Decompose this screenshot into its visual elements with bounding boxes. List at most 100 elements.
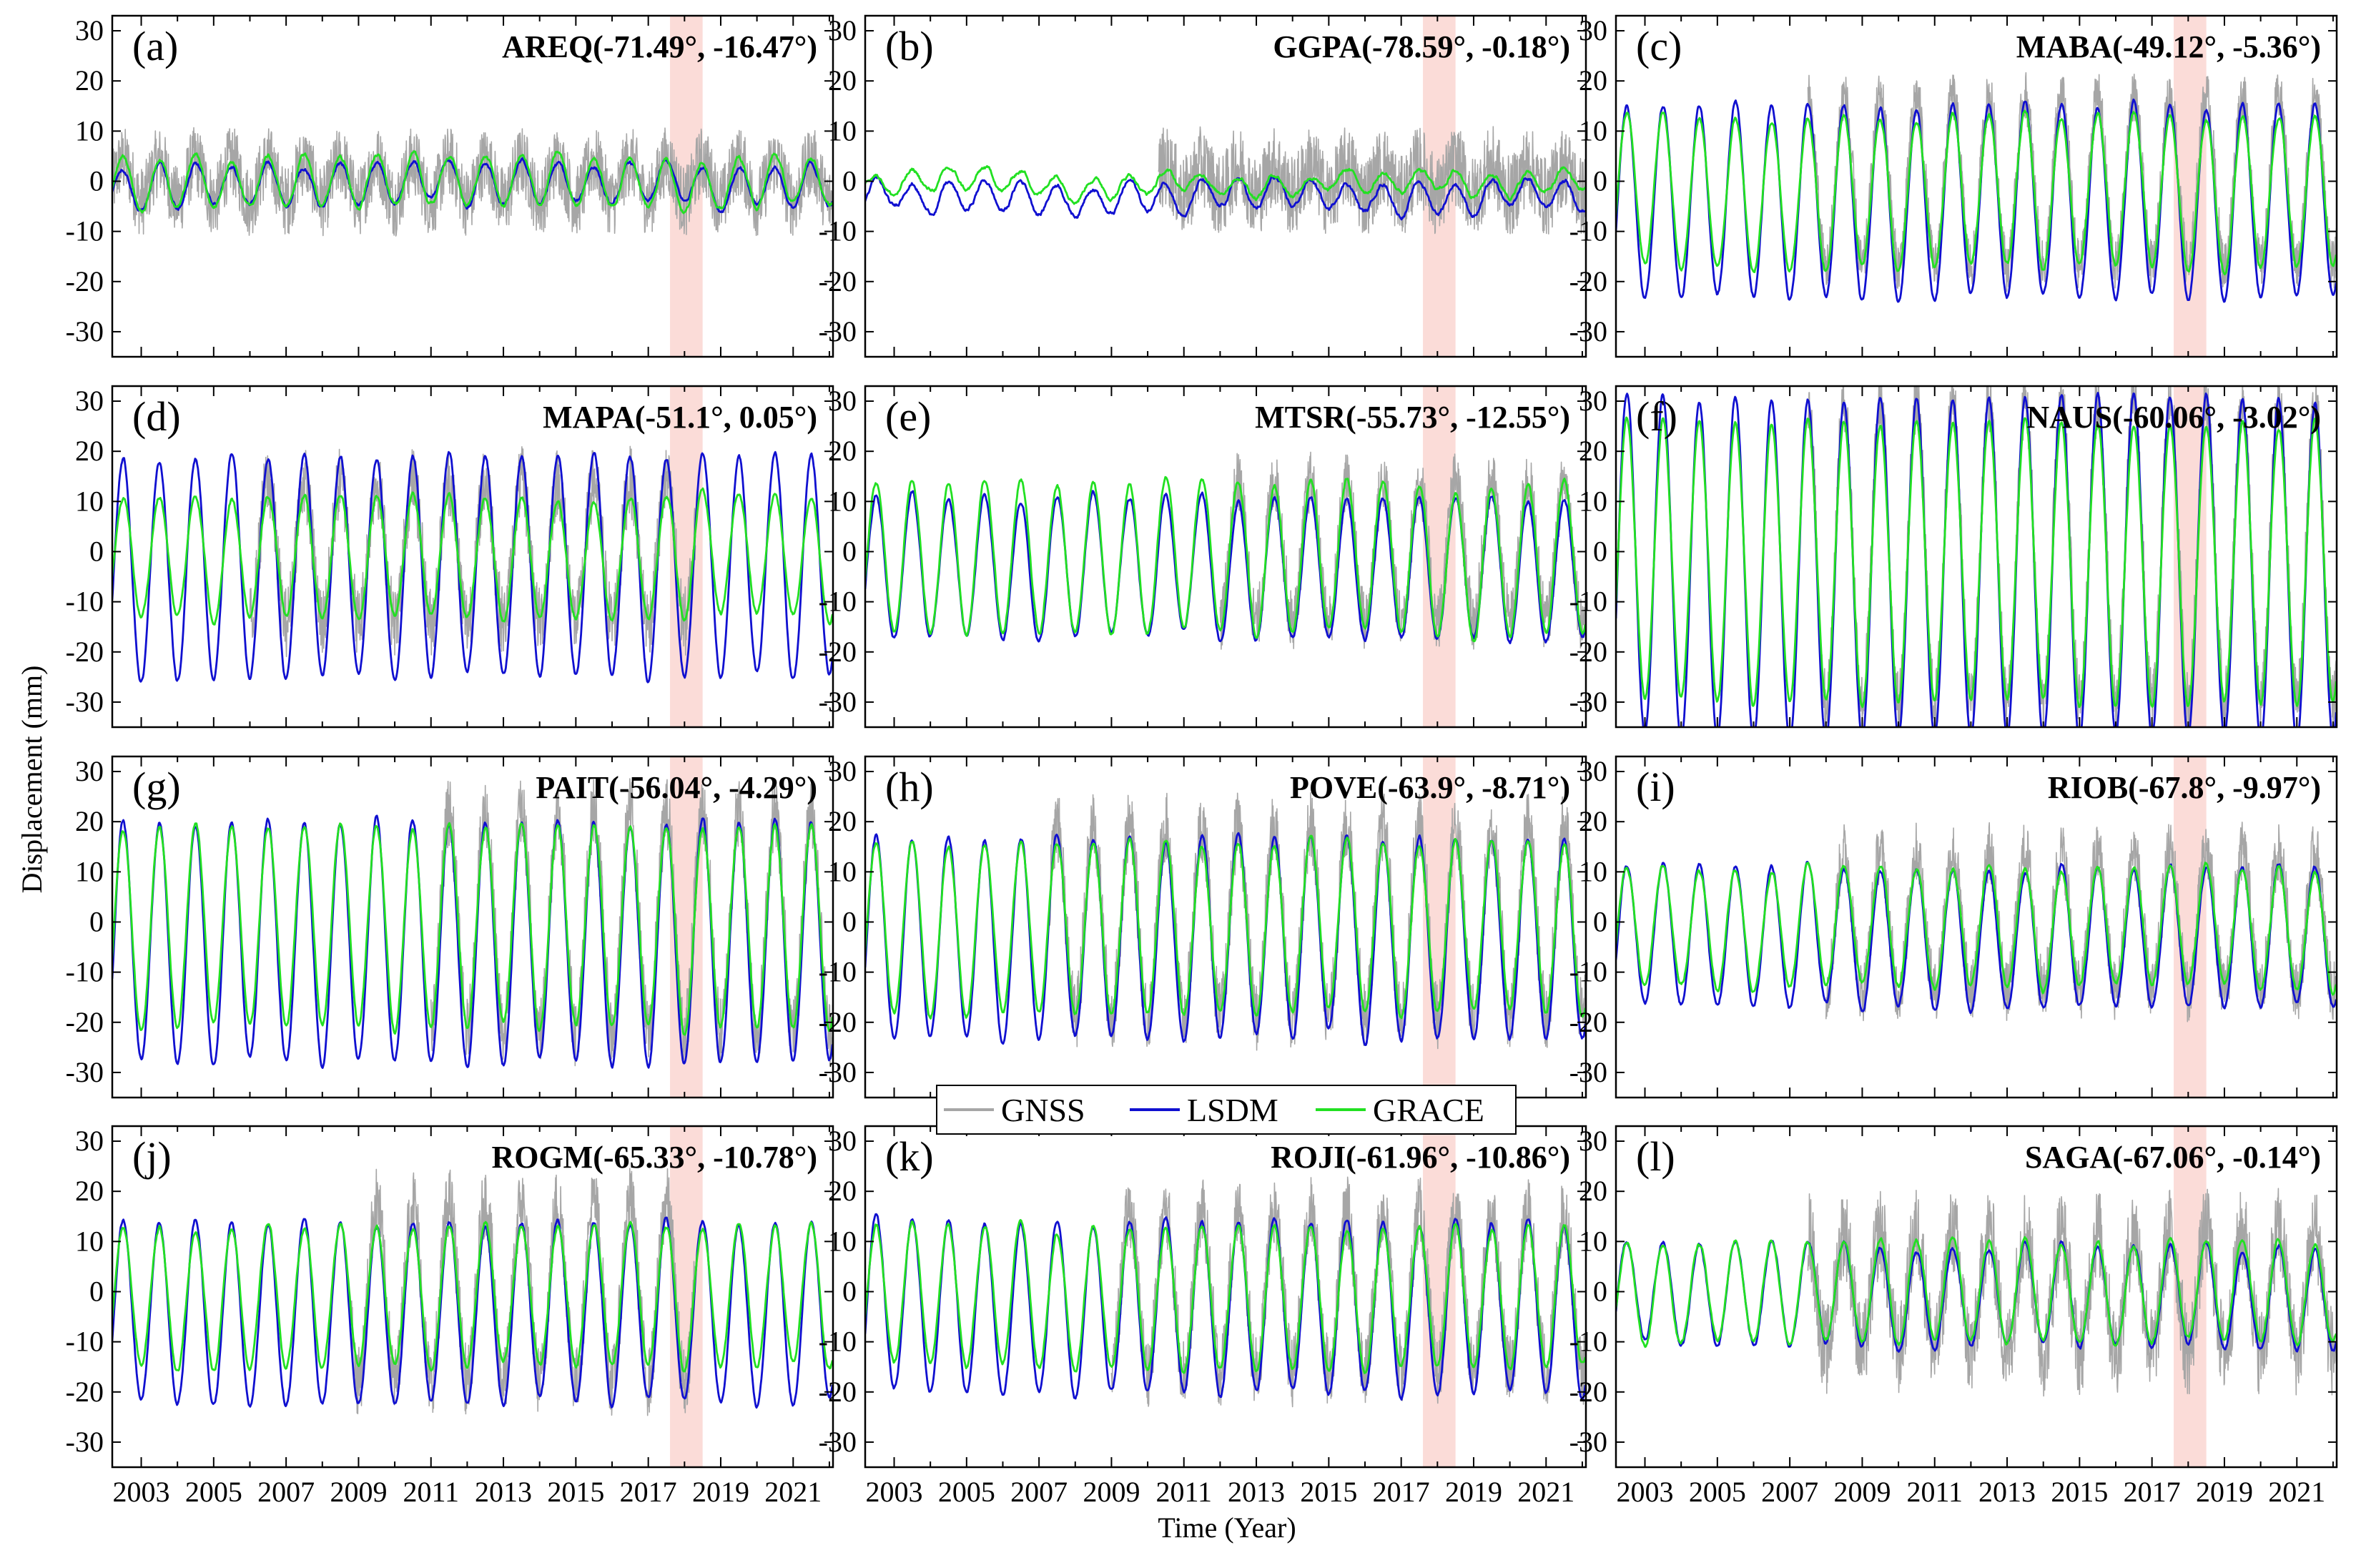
y-tick-label: 0: [842, 1275, 857, 1307]
series-gnss: [112, 127, 833, 237]
x-tick-label: 2013: [475, 1476, 532, 1508]
x-tick-label: 2021: [2268, 1476, 2325, 1508]
y-tick-label: -30: [1569, 686, 1607, 718]
x-tick-label: 2021: [764, 1476, 822, 1508]
y-tick-label: -10: [66, 586, 104, 618]
y-tick-label: -10: [1569, 586, 1607, 618]
y-tick-label: -20: [1569, 265, 1607, 297]
series-lsdm: [865, 176, 1586, 221]
series-grace: [112, 487, 833, 626]
y-tick-label: 30: [1579, 385, 1607, 417]
legend-label-grace: GRACE: [1373, 1092, 1484, 1128]
panel-c: 30 20 10 0 -10 -20 -30 (c) MABA(-49.12°, -5.36°): [1569, 14, 2338, 358]
x-axis-title: Time (Year): [1158, 1512, 1296, 1544]
y-tick-label: -20: [66, 636, 104, 668]
y-tick-label: -30: [1569, 1426, 1607, 1458]
x-tick-label: 2017: [1373, 1476, 1430, 1508]
y-tick-label: 0: [842, 164, 857, 197]
series-grace: [865, 475, 1586, 643]
x-tick-label: 2019: [2196, 1476, 2253, 1508]
station-label: MAPA(-51.1°, 0.05°): [543, 400, 817, 435]
y-tick-label: 20: [828, 1175, 857, 1207]
x-tick-label: 2009: [1833, 1476, 1891, 1508]
y-tick-label: -30: [1569, 315, 1607, 347]
panel-e: 30 20 10 0 -10 -20 -30 (e) MTSR(-55.73°, -12.55°…: [819, 385, 1587, 729]
y-tick-label: 10: [828, 114, 857, 147]
y-tick-label: 20: [1579, 1175, 1607, 1207]
x-tick-label: 2009: [330, 1476, 387, 1508]
y-tick-label: 10: [828, 1225, 857, 1257]
y-tick-label: 30: [1579, 1125, 1607, 1157]
station-label: POVE(-63.9°, -8.71°): [1290, 770, 1570, 805]
station-label: NAUS(-60.06°, -3.02°): [2026, 400, 2321, 435]
y-tick-label: 30: [828, 1125, 857, 1157]
y-tick-label: 20: [1579, 805, 1607, 837]
panel-letter: (i): [1636, 764, 1675, 810]
y-tick-label: -10: [66, 1326, 104, 1358]
panel-g: 30 20 10 0 -10 -20 -30 (g) PAIT(-56.04°, -4.29°): [66, 755, 834, 1099]
panel-frame: [1615, 14, 2338, 358]
x-tick-label: 2015: [547, 1476, 604, 1508]
panel-letter: (l): [1636, 1133, 1675, 1180]
y-tick-label: 10: [75, 1225, 104, 1257]
y-tick-label: 30: [828, 755, 857, 787]
panel-frame: [1615, 1125, 2338, 1469]
panel-i: 30 20 10 0 -10 -20 -30 (i) RIOB(-67.8°, -9.97°): [1569, 755, 2338, 1099]
y-tick-label: 10: [828, 855, 857, 887]
series-lsdm: [865, 832, 1586, 1046]
station-label: SAGA(-67.06°, -0.14°): [2025, 1140, 2321, 1175]
y-tick-label: 20: [75, 805, 104, 837]
panel-letter: (h): [885, 764, 934, 810]
station-label: MTSR(-55.73°, -12.55°): [1255, 400, 1570, 435]
x-tick-label: 2011: [1906, 1476, 1963, 1508]
y-tick-label: 10: [1579, 114, 1607, 147]
y-tick-label: -10: [1569, 1326, 1607, 1358]
y-tick-label: -20: [1569, 1006, 1607, 1038]
legend: GNSS LSDM GRACE: [936, 1085, 1517, 1135]
y-tick-label: -10: [819, 956, 857, 988]
panel-h: 30 20 10 0 -10 -20 -30 (h) POVE(-63.9°, -8.71°): [819, 755, 1587, 1099]
y-tick-label: -10: [1569, 956, 1607, 988]
y-tick-label: -30: [819, 1056, 857, 1088]
series-lsdm: [112, 1216, 833, 1409]
x-tick-label: 2013: [1978, 1476, 2036, 1508]
panel-frame: [864, 385, 1587, 729]
x-tick-label: 2011: [1155, 1476, 1212, 1508]
y-tick-label: 0: [1593, 535, 1607, 567]
station-label: MABA(-49.12°, -5.36°): [2016, 29, 2321, 64]
series-grace: [112, 150, 833, 215]
panel-letter: (c): [1636, 23, 1682, 69]
y-tick-label: 10: [1579, 855, 1607, 887]
series-grace: [865, 1218, 1586, 1374]
panel-frame: [1615, 385, 2338, 729]
x-tick-label: 2003: [1617, 1476, 1674, 1508]
y-tick-label: -30: [66, 1056, 104, 1088]
y-tick-label: -10: [66, 956, 104, 988]
x-tick-label: 2007: [1010, 1476, 1068, 1508]
y-tick-label: -30: [819, 1426, 857, 1458]
station-label: ROGM(-65.33°, -10.78°): [491, 1140, 817, 1175]
panel-b: 30 20 10 0 -10 -20 -30 (b) GGPA(-78.59°, -0.18°): [819, 14, 1587, 358]
legend-label-gnss: GNSS: [1001, 1092, 1085, 1128]
y-tick-label: 10: [1579, 1225, 1607, 1257]
y-tick-label: 0: [1593, 905, 1607, 937]
y-tick-label: 0: [842, 905, 857, 937]
panel-letter: (b): [885, 23, 934, 69]
x-tick-label: 2005: [1689, 1476, 1746, 1508]
panel-frame: [111, 385, 834, 729]
series-grace: [1616, 416, 2337, 709]
panel-letter: (k): [885, 1133, 934, 1180]
y-tick-label: 0: [89, 535, 104, 567]
y-tick-label: -20: [1569, 1376, 1607, 1408]
y-tick-label: 0: [89, 905, 104, 937]
series-grace: [1616, 862, 2337, 996]
y-tick-label: 10: [828, 485, 857, 517]
x-tick-label: 2017: [620, 1476, 677, 1508]
panel-f: 30 20 10 0 -10 -20 -30 (f) NAUS(-60.06°, -3.02°): [1569, 385, 2338, 729]
panel-frame: [111, 755, 834, 1099]
x-tick-label: 2013: [1228, 1476, 1285, 1508]
panel-letter: (j): [132, 1133, 172, 1180]
x-tick-label: 2005: [185, 1476, 242, 1508]
panel-letter: (a): [132, 23, 178, 69]
panel-letter: (e): [885, 393, 931, 440]
